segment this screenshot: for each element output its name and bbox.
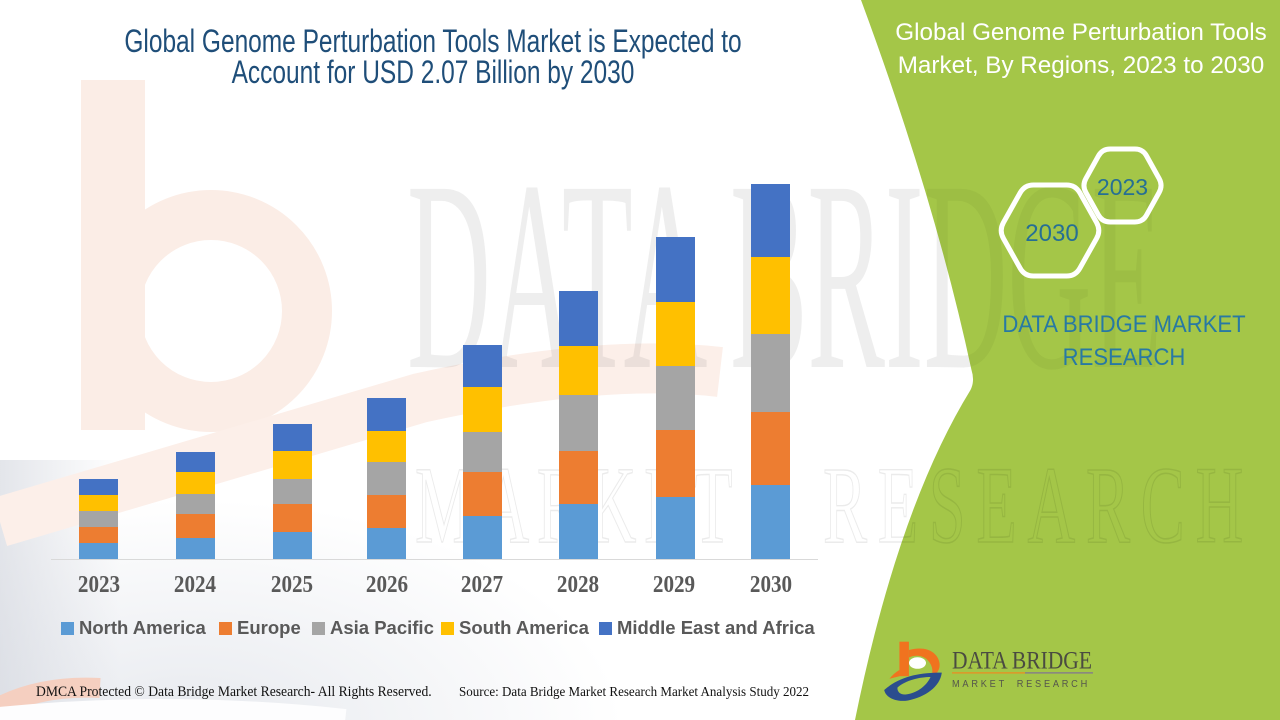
svg-text:DATA BRIDGE: DATA BRIDGE [952,648,1092,675]
svg-text:2023: 2023 [1097,174,1148,200]
svg-text:MARKET RESEARCH: MARKET RESEARCH [952,679,1090,690]
svg-text:2030: 2030 [1025,220,1078,247]
